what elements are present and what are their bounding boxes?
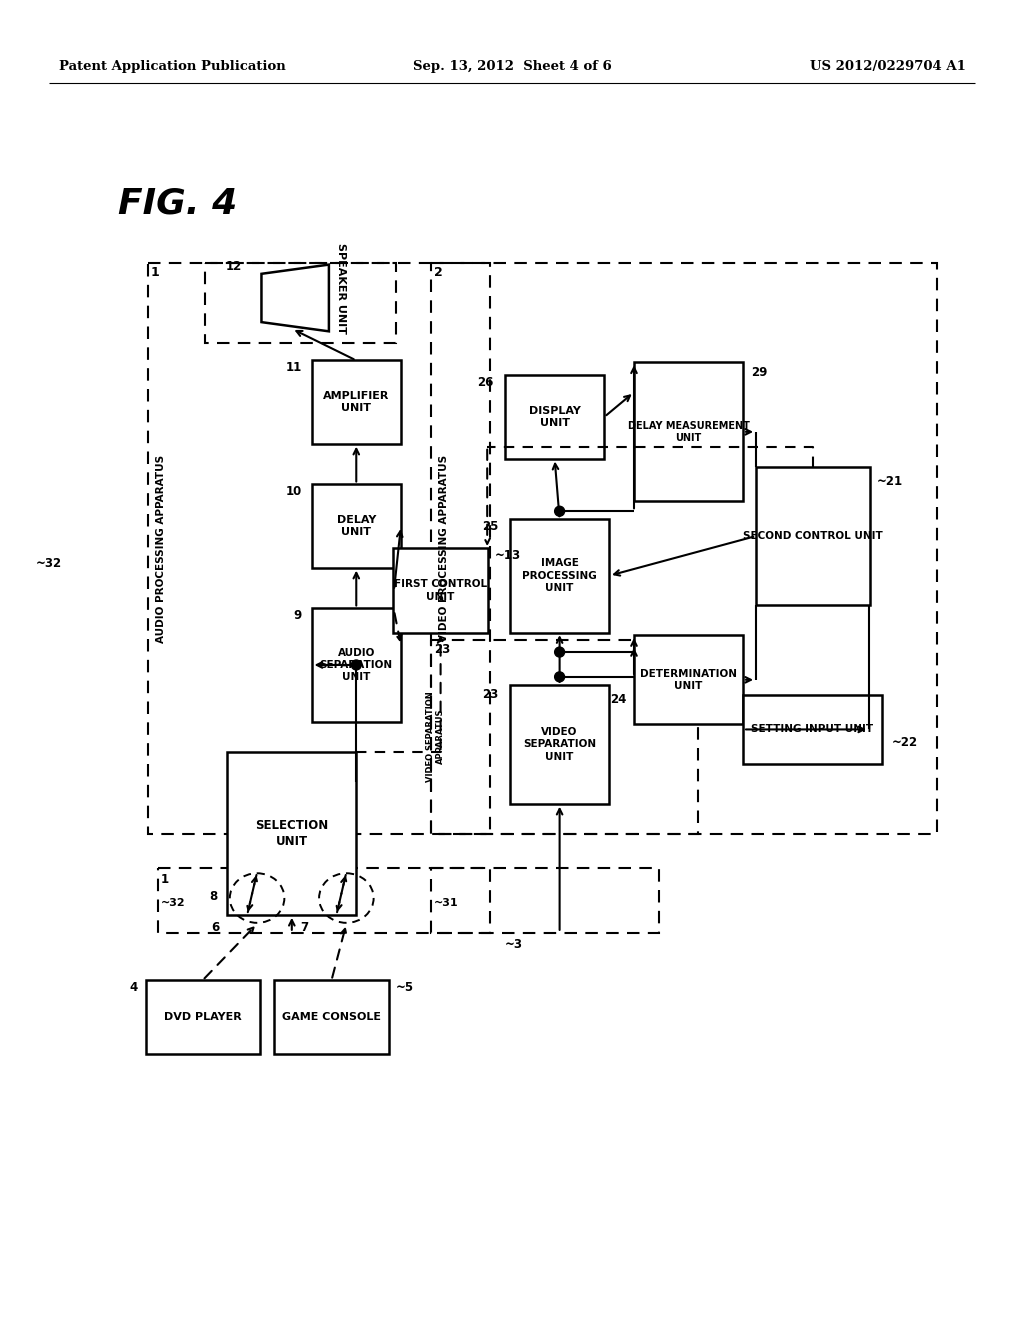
Bar [148,263,490,833]
Text: GAME CONSOLE: GAME CONSOLE [282,1012,381,1022]
Bar [227,752,356,915]
Bar [311,609,401,722]
Text: DVD PLAYER: DVD PLAYER [164,1012,242,1022]
Bar [431,263,937,833]
Text: SECOND CONTROL UNIT: SECOND CONTROL UNIT [742,531,883,541]
Text: 10: 10 [286,484,302,498]
Text: DISPLAY
UNIT: DISPLAY UNIT [528,405,581,428]
Text: 1: 1 [161,874,169,886]
Text: ~32: ~32 [161,898,185,908]
Text: VIDEO SEPARATION
APPARATUS: VIDEO SEPARATION APPARATUS [426,690,445,781]
Bar [634,635,743,725]
Bar [393,548,487,632]
Text: 26: 26 [477,376,494,389]
Text: DELAY MEASUREMENT
UNIT: DELAY MEASUREMENT UNIT [628,421,750,444]
Text: ~3: ~3 [505,937,523,950]
Text: 25: 25 [481,520,498,532]
Text: AUDIO
SEPARATION
UNIT: AUDIO SEPARATION UNIT [319,648,393,682]
Text: ~32: ~32 [36,557,62,570]
Text: IMAGE
PROCESSING
UNIT: IMAGE PROCESSING UNIT [522,558,597,593]
Bar [510,519,609,632]
Circle shape [555,672,564,682]
Bar [145,979,259,1055]
Circle shape [351,660,361,671]
Text: 23: 23 [433,643,450,656]
Circle shape [555,647,564,657]
Text: 1: 1 [151,267,160,280]
Text: 7: 7 [300,921,308,935]
Text: FIG. 4: FIG. 4 [118,186,238,220]
Text: AMPLIFIER
UNIT: AMPLIFIER UNIT [324,391,389,413]
Text: 2: 2 [433,267,442,280]
Text: 11: 11 [286,360,302,374]
Bar [756,466,869,606]
Text: VIDEO PROCESSING APPARATUS: VIDEO PROCESSING APPARATUS [438,455,449,643]
Text: 24: 24 [609,693,626,706]
Text: ~5: ~5 [396,981,414,994]
Text: ~22: ~22 [892,737,918,750]
Bar [431,640,698,833]
Text: US 2012/0229704 A1: US 2012/0229704 A1 [810,61,967,74]
Text: ~31: ~31 [433,898,459,908]
Text: SELECTION
UNIT: SELECTION UNIT [255,820,329,847]
Text: 12: 12 [226,260,243,273]
Text: ~13: ~13 [496,549,521,562]
Text: ~21: ~21 [877,475,903,488]
Text: 9: 9 [294,609,302,622]
Text: 6: 6 [211,921,219,935]
Bar [431,869,658,933]
Bar [743,694,882,764]
Text: 8: 8 [209,890,217,903]
Bar [634,363,743,502]
Text: 23: 23 [482,688,498,701]
Bar [510,685,609,804]
Bar [158,869,490,933]
Text: AUDIO PROCESSING APPARATUS: AUDIO PROCESSING APPARATUS [156,455,166,643]
Text: FIRST CONTROL
UNIT: FIRST CONTROL UNIT [394,579,487,602]
Text: SETTING INPUT UNIT: SETTING INPUT UNIT [752,725,873,734]
Bar [205,263,396,343]
Bar [311,484,401,568]
Text: VIDEO
SEPARATION
UNIT: VIDEO SEPARATION UNIT [523,727,596,762]
Bar [505,375,604,459]
Text: SPEAKER UNIT: SPEAKER UNIT [337,243,346,334]
Circle shape [555,507,564,516]
Text: 4: 4 [130,981,138,994]
Bar [274,979,388,1055]
Text: Sep. 13, 2012  Sheet 4 of 6: Sep. 13, 2012 Sheet 4 of 6 [413,61,611,74]
Text: 29: 29 [751,366,767,379]
Text: Patent Application Publication: Patent Application Publication [58,61,286,74]
Text: DETERMINATION
UNIT: DETERMINATION UNIT [640,669,737,692]
Bar [311,360,401,445]
Text: DELAY
UNIT: DELAY UNIT [337,515,376,537]
